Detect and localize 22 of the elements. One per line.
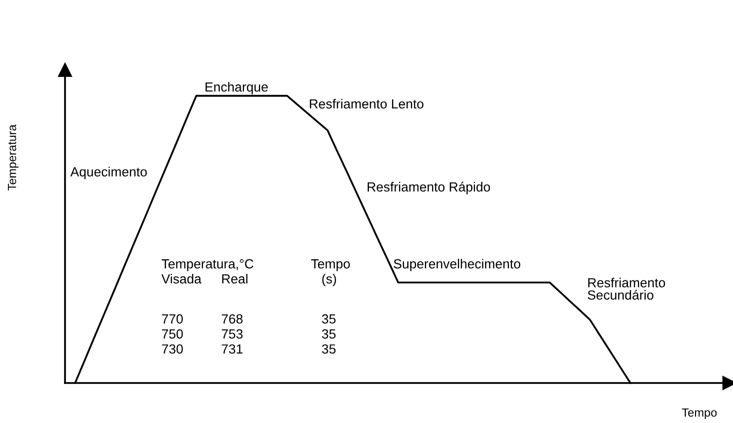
annotation: Aquecimento [70,166,147,180]
annotation: 768 [222,314,243,324]
y-axis-title: Temperatura [8,124,19,190]
annotation: Temperatura,°C [162,259,254,272]
annotation: (s) [322,274,336,286]
annotation: 750 [162,329,183,339]
annotation: 731 [222,344,242,354]
annotation: Resfriamento Lento [310,98,424,109]
x-axis-title: Tempo [682,408,717,420]
annotation: Resfriamento Rápido [368,182,490,194]
annotation: 770 [162,314,183,324]
annotation: Resfriamento Secundário [588,278,666,300]
annotation: 730 [162,344,183,354]
annotation: Tempo [311,259,350,272]
annotation: 35 [322,314,336,324]
annotation: Superenvelhecimento [394,258,520,272]
annotation: Visada [161,274,202,284]
annotation: 35 [322,329,336,339]
text: Encharque [206,82,268,94]
annotation: 35 [322,344,336,354]
annotation: 753 [222,329,243,339]
annotation: Real [222,274,248,284]
